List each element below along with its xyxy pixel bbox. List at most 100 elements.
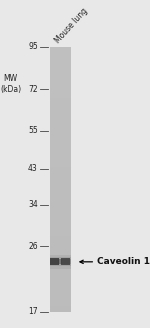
Bar [50, 258, 59, 265]
Bar [50, 135, 71, 137]
Bar [50, 285, 71, 287]
Bar [50, 251, 71, 252]
Text: 72: 72 [28, 85, 38, 94]
Bar [50, 284, 71, 285]
Bar [50, 198, 71, 199]
Text: 95: 95 [28, 42, 38, 51]
Bar [50, 252, 71, 254]
Bar [50, 269, 71, 271]
Bar [50, 220, 71, 222]
Bar [50, 275, 71, 276]
Bar [50, 206, 71, 207]
Bar [50, 92, 71, 93]
Bar [50, 191, 71, 193]
Bar [50, 308, 71, 309]
Bar [50, 178, 71, 179]
Bar [50, 133, 71, 134]
Bar [50, 175, 71, 176]
Bar [50, 169, 71, 170]
Bar [50, 291, 71, 292]
Bar [50, 64, 71, 65]
Bar [50, 109, 71, 110]
Bar [50, 52, 71, 53]
Bar [50, 227, 71, 228]
Text: 43: 43 [28, 164, 38, 173]
Bar [50, 128, 71, 129]
Bar [50, 49, 71, 51]
Bar [50, 68, 71, 69]
Bar [50, 161, 71, 162]
Bar [50, 93, 71, 94]
Bar [50, 259, 71, 260]
Bar [50, 112, 71, 113]
Text: 34: 34 [28, 200, 38, 209]
Bar [50, 292, 71, 293]
Bar [50, 179, 71, 180]
Bar [50, 277, 71, 278]
Bar [50, 263, 71, 264]
Bar [50, 125, 71, 126]
Bar [50, 58, 71, 60]
Bar [50, 174, 71, 175]
Bar [50, 235, 71, 236]
Bar [50, 106, 71, 108]
Bar [50, 257, 71, 266]
Bar [50, 288, 71, 289]
Bar [50, 254, 71, 255]
Bar [50, 47, 71, 48]
Bar [50, 212, 71, 214]
Bar [50, 295, 71, 296]
Bar [50, 304, 71, 305]
Bar [50, 232, 71, 234]
Bar [50, 100, 71, 101]
Bar [50, 89, 71, 90]
Bar [50, 302, 71, 304]
Bar [50, 113, 71, 114]
Bar [50, 256, 71, 257]
Bar [50, 162, 71, 163]
Bar [50, 278, 71, 280]
Bar [50, 154, 71, 155]
Text: MW
(kDa): MW (kDa) [0, 74, 21, 94]
Bar [50, 241, 71, 243]
Bar [50, 273, 71, 275]
Bar [50, 255, 71, 269]
Bar [50, 158, 71, 159]
Bar [50, 165, 71, 166]
Bar [50, 276, 71, 277]
Bar [50, 281, 71, 282]
Bar [50, 248, 71, 249]
Bar [50, 195, 71, 196]
Bar [50, 210, 71, 211]
Bar [50, 300, 71, 301]
Bar [50, 82, 71, 84]
Bar [50, 216, 71, 217]
Bar [50, 236, 71, 237]
Bar [50, 170, 71, 171]
Bar [50, 230, 71, 231]
Bar [50, 151, 71, 153]
Bar [58, 259, 62, 264]
Bar [50, 145, 71, 146]
Bar [50, 72, 71, 73]
Bar [50, 231, 71, 232]
Bar [50, 117, 71, 118]
Bar [50, 189, 71, 190]
Bar [50, 51, 71, 52]
Bar [50, 200, 71, 202]
Bar [50, 130, 71, 132]
Bar [50, 74, 71, 76]
Bar [50, 217, 71, 219]
Bar [50, 90, 71, 92]
Bar [50, 202, 71, 203]
Bar [50, 141, 71, 142]
Bar [50, 186, 71, 187]
Bar [50, 159, 71, 161]
Bar [50, 97, 71, 98]
Bar [50, 80, 71, 81]
Bar [50, 73, 71, 74]
Bar [50, 219, 71, 220]
Bar [50, 101, 71, 102]
Bar [50, 157, 71, 158]
Bar [50, 183, 71, 184]
